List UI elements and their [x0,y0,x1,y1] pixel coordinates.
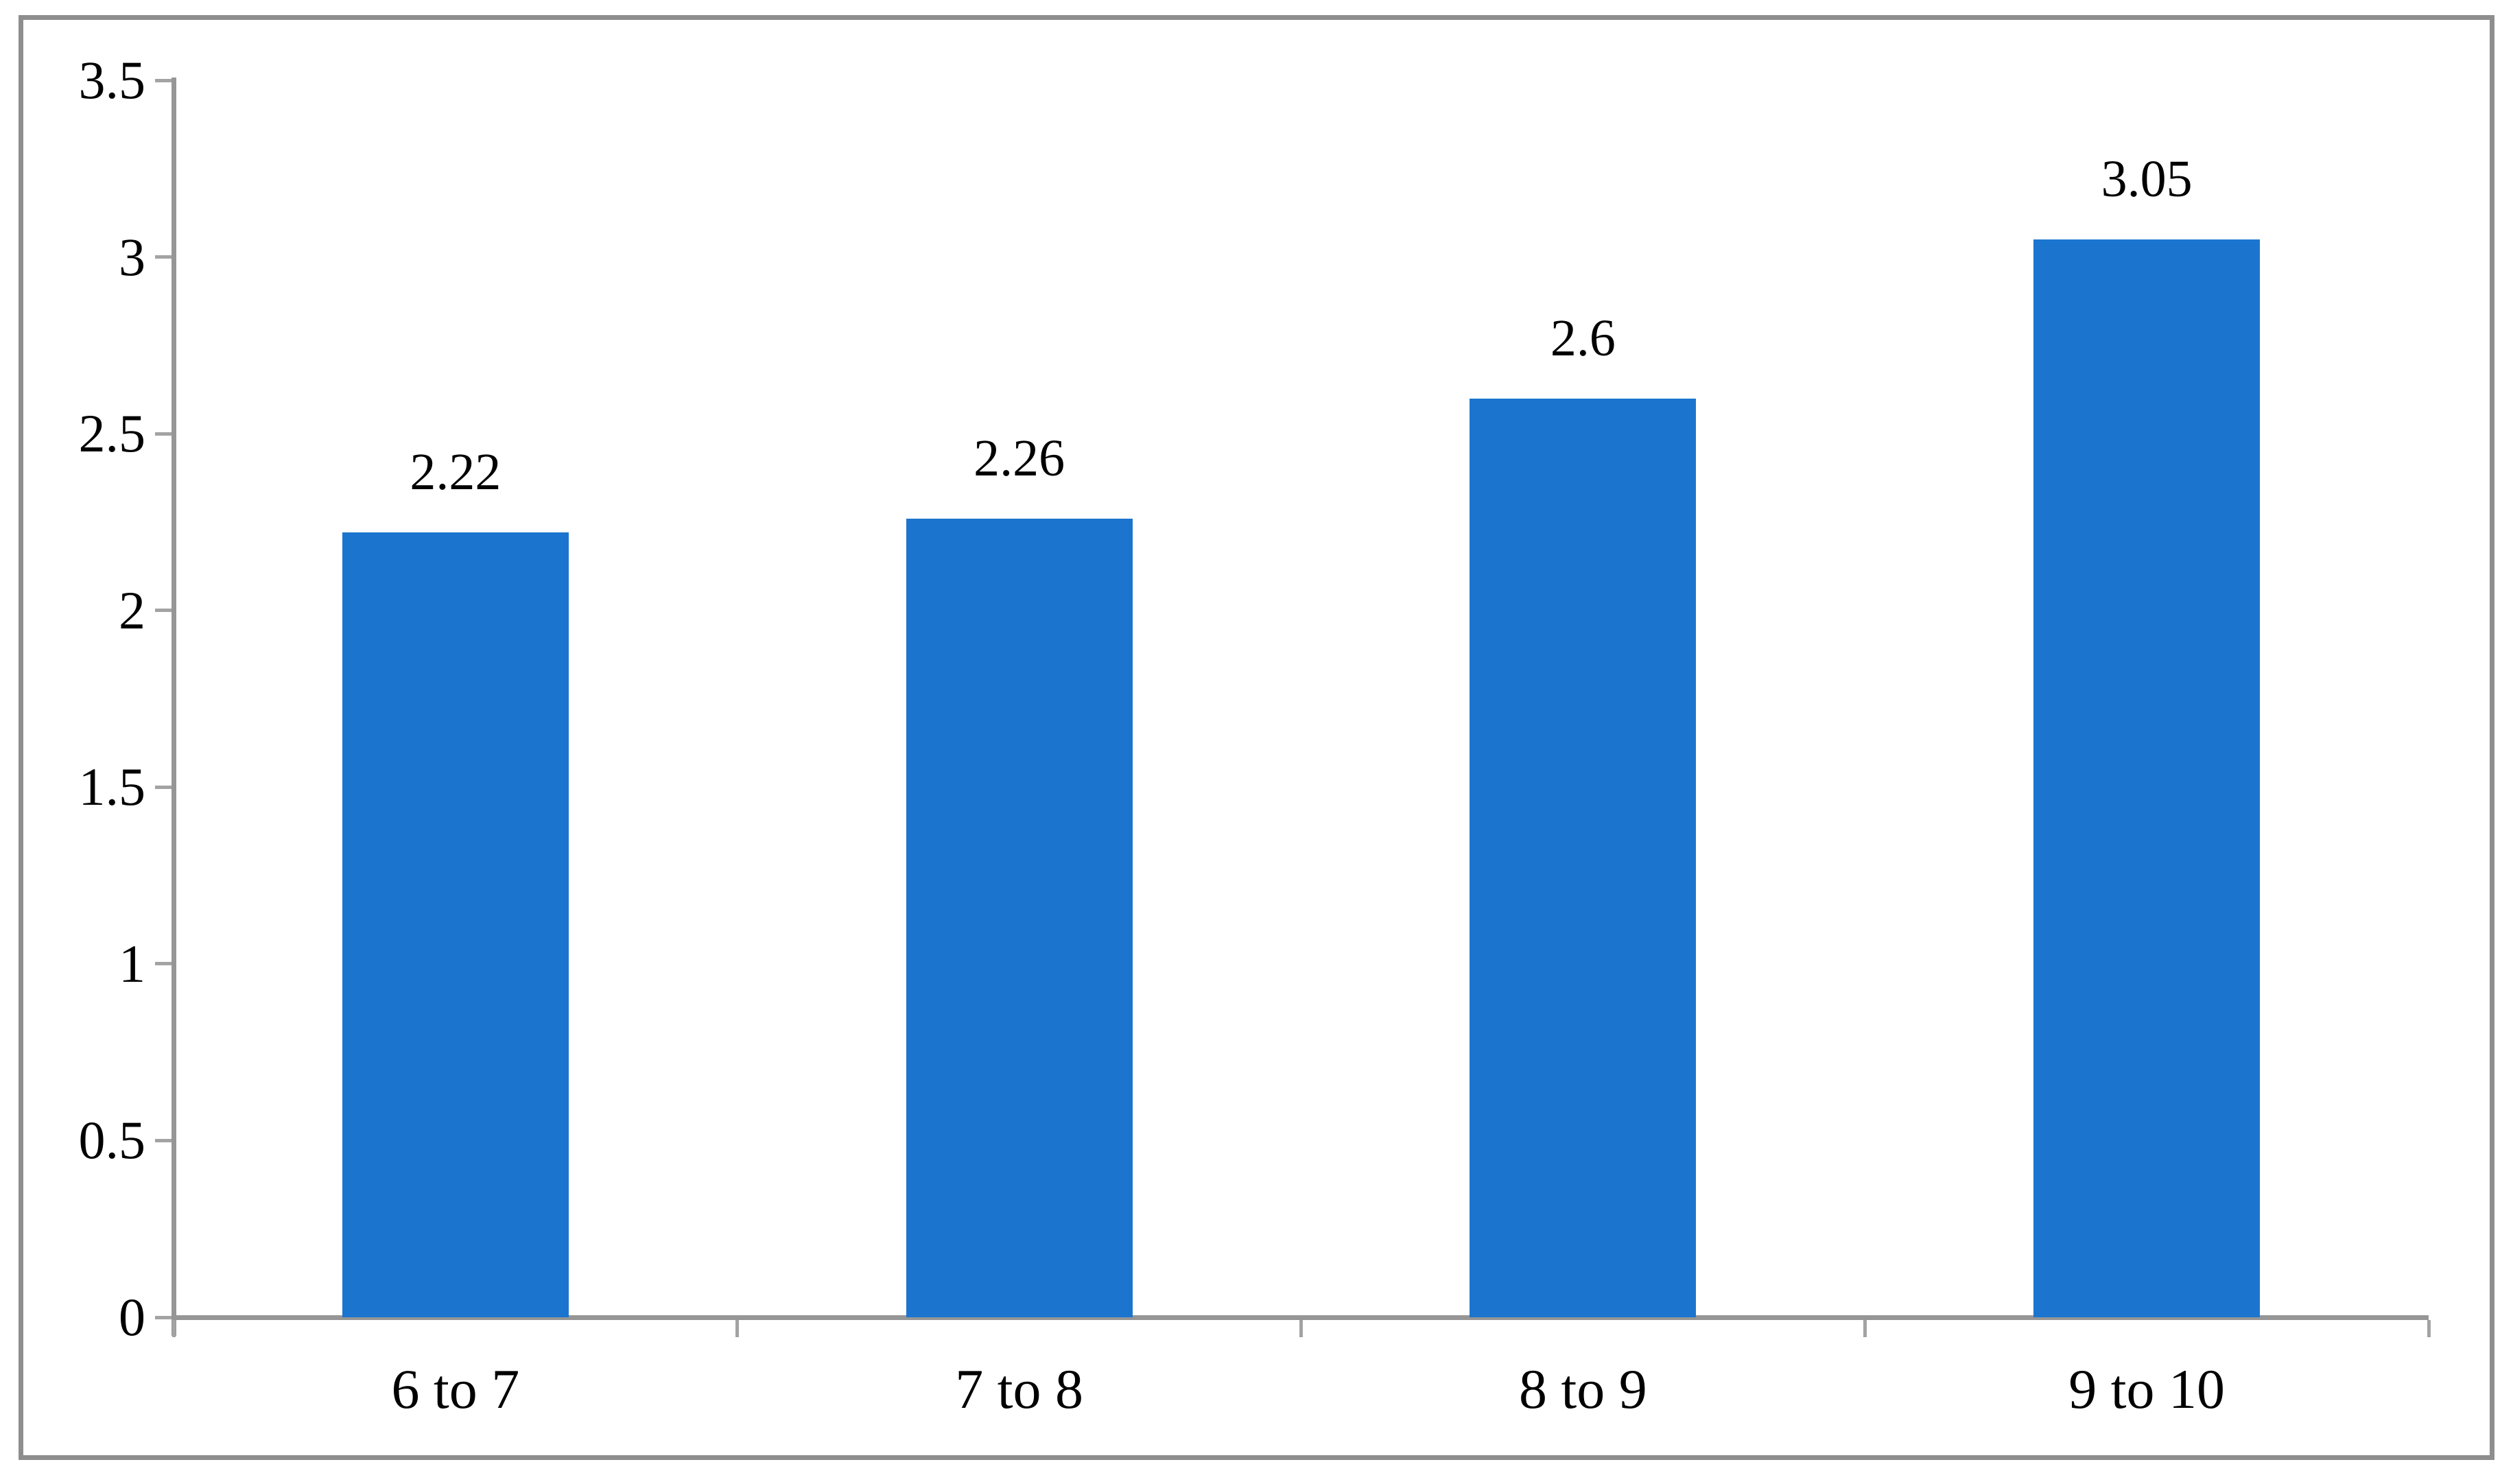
y-axis-tick [155,609,172,613]
y-axis-label: 2.5 [78,403,146,464]
y-axis-tick [155,1315,172,1319]
x-axis-tick [172,1320,176,1337]
bar-value-label: 3.05 [2101,150,2193,208]
chart-border-frame [19,15,2494,1460]
y-axis-label: 0 [119,1287,145,1347]
bar [2033,239,2261,1317]
y-axis-tick [155,432,172,436]
y-axis-tick [155,962,172,966]
x-axis-category-label: 6 to 7 [391,1358,520,1420]
x-axis-tick [2427,1320,2431,1337]
y-axis-label: 3 [119,226,145,287]
x-axis-category-label: 9 to 10 [2068,1358,2226,1420]
y-axis-tick [155,255,172,259]
x-axis-category-label: 7 to 8 [955,1358,1084,1420]
y-axis-tick [155,78,172,82]
bar-value-label: 2.22 [410,443,502,502]
bar-value-label: 2.26 [974,429,1065,487]
bar [342,532,569,1317]
y-axis-label: 1.5 [78,757,146,817]
y-axis-label: 1 [119,933,145,993]
y-axis-label: 3.5 [78,50,146,110]
x-axis-tick [735,1320,740,1337]
y-axis-label: 0.5 [78,1110,146,1170]
x-axis-line [172,1315,2429,1320]
y-axis-tick [155,1138,172,1142]
bar [1470,398,1697,1317]
x-axis-category-label: 8 to 9 [1518,1358,1647,1420]
y-axis-label: 2 [119,580,145,640]
bar-value-label: 2.6 [1550,309,1616,367]
bar [906,518,1133,1317]
x-axis-tick [1299,1320,1303,1337]
y-axis-tick [155,785,172,789]
y-axis-line [172,78,176,1336]
x-axis-tick [1863,1320,1867,1337]
